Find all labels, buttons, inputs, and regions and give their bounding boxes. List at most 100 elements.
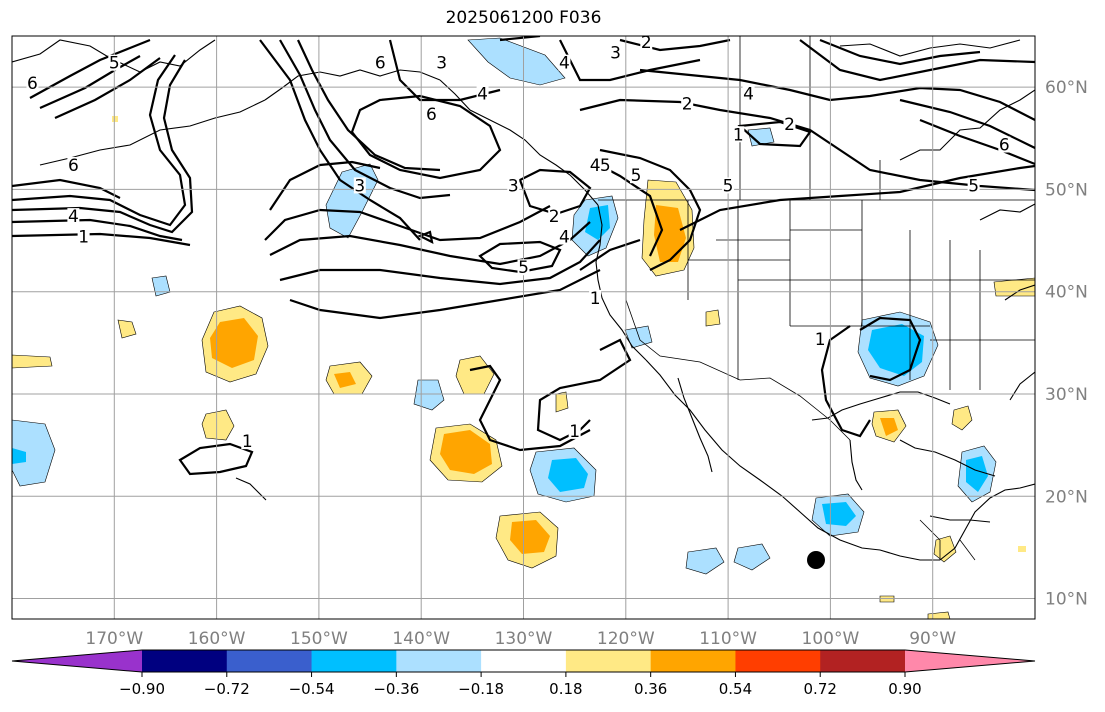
contour-label: 6 [999,136,1010,156]
contour-label-bg [67,208,80,225]
contour-label-bg [108,54,121,71]
contour-label-bg [742,85,755,102]
contour-label: 5 [723,176,734,196]
contour-label-bg [599,156,612,173]
contour-label-bg [425,105,438,122]
colorbar-segment [226,650,313,672]
contour-label-bg [640,36,653,51]
contour-label: 4 [559,54,570,74]
lat-tick-label: 50°N [1045,180,1088,200]
contour-label-bg [609,44,622,61]
lon-tick-label: 100°W [802,629,860,649]
colorbar-segment [820,650,906,672]
contour-label: 1 [242,432,253,452]
colorbar-tick-label: −0.54 [289,680,335,698]
lon-tick-label: 130°W [495,629,553,649]
colorbar-extend-low [12,650,142,672]
longitude-labels: 170°W 160°W 150°W 140°W 130°W 120°W 110°W 100°W… [85,629,956,649]
contour-label-bg [435,54,448,71]
colorbar-segment [311,650,397,672]
contour-label: 2 [641,33,652,53]
colorbar-tick-label: 0.54 [719,680,752,698]
contour-label: 2 [549,207,560,227]
lon-tick-label: 120°W [597,629,655,649]
contour-label: 3 [354,176,365,196]
contour-label-bg [558,54,571,71]
contour-label-bg [476,85,489,102]
contour-label: 6 [426,105,437,125]
map-frame [11,35,1036,620]
contour-label: 5 [600,156,611,176]
contour-label-bg [241,433,254,450]
contour-label: 4 [590,156,601,176]
contour-label-bg [589,156,602,173]
colorbar-segment [396,650,482,672]
colorbar-tick-label: −0.36 [373,680,419,698]
contour-label: 5 [968,176,979,196]
contour-label-bg [374,54,387,71]
colorbar-tick-label: 0.72 [804,680,837,698]
contour-label: 5 [518,258,529,278]
political-borders [598,36,1035,561]
contour-label-bg [998,136,1011,153]
lon-tick-label: 90°W [909,629,956,649]
contour-label-bg [681,95,694,112]
lon-tick-label: 160°W [188,629,246,649]
lat-tick-label: 30°N [1045,385,1088,405]
lon-tick-label: 150°W [290,629,348,649]
lat-tick-label: 60°N [1045,78,1088,98]
contour-label: 6 [27,74,38,94]
contour-label-bg [630,167,643,184]
contour-label-bg [558,228,571,245]
colorbar-tick-label: −0.18 [458,680,504,698]
contour-label-bg [26,75,39,92]
contour-label-bg [589,289,602,306]
colorbar-tick-label: −0.90 [119,680,165,698]
shade-negative-gulf-alaska [467,37,566,86]
storm-position-marker [807,551,825,569]
contour-label-bg [568,422,581,439]
lat-tick-label: 40°N [1045,283,1088,303]
contour-label: 6 [375,54,386,74]
contour-label: 4 [477,84,488,104]
contour-label: 4 [743,84,754,104]
contour-label-bg [67,156,80,173]
contour-label-bg [732,126,745,143]
contour-label: 4 [559,228,570,248]
contour-label: 6 [68,156,79,176]
colorbar: −0.90 −0.72 −0.54 −0.36 −0.18 0.18 0.36 0.54 0.7… [11,649,1036,698]
contour-label-bg [783,116,796,133]
contour-label-bg [548,208,561,225]
contour-label: 1 [815,330,826,350]
contour-label: 5 [109,54,120,74]
colorbar-segment [735,650,821,672]
contour-label-bg [353,177,366,194]
contour-label: 3 [610,43,621,63]
lat-tick-label: 10°N [1045,590,1088,610]
contour-label: 3 [508,176,519,196]
lat-tick-label: 20°N [1045,487,1088,507]
lon-tick-label: 110°W [699,629,757,649]
colorbar-tick-label: 0.90 [888,680,921,698]
contour-label-bg [507,177,520,194]
contour-label: 2 [682,95,693,115]
shaded-fields [12,37,1035,619]
colorbar-segment [481,650,567,672]
colorbar-segment [142,650,228,672]
contour-label: 4 [68,207,79,227]
contour-label: 1 [78,228,89,248]
lon-tick-label: 140°W [392,629,450,649]
latitude-labels: 60°N 50°N 40°N 30°N 20°N 10°N [1045,78,1088,609]
map-title: 2025061200 F036 [445,8,602,28]
contour-label-bg [967,177,980,194]
colorbar-segment [565,650,652,672]
contour-label-bg [517,259,530,276]
contour-label: 1 [569,422,580,442]
contour-label: 2 [784,115,795,135]
gridlines [12,36,1035,619]
contour-label-bg [722,177,735,194]
colorbar-tick-label: 0.36 [634,680,667,698]
colorbar-tick-label: 0.18 [549,680,582,698]
